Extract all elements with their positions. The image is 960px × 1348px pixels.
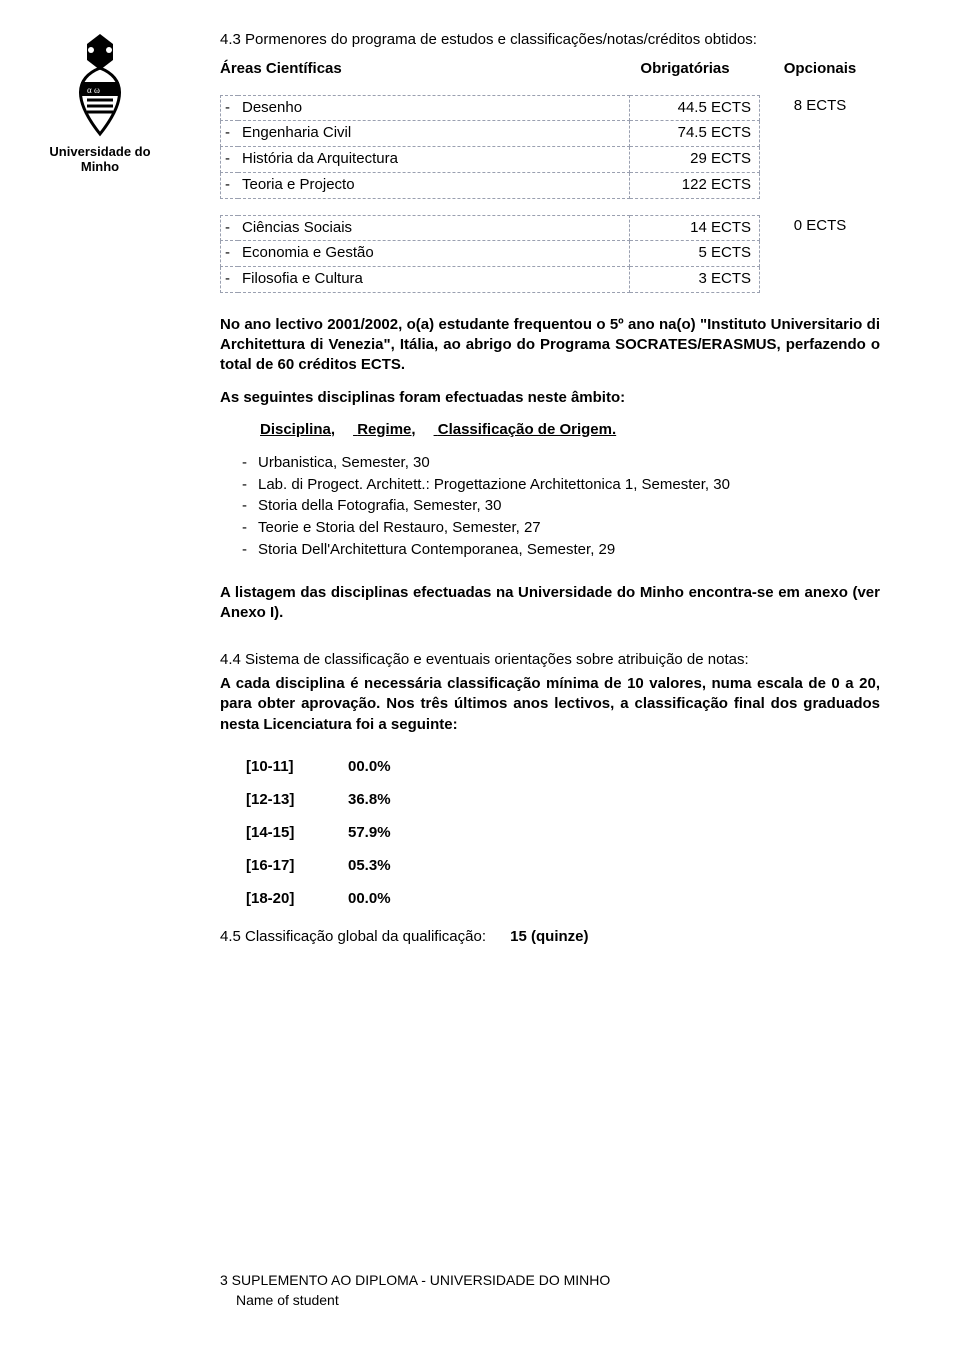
dash-cell: - — [221, 121, 239, 147]
disciplina-heading: Disciplina, Regime, Classificação de Ori… — [220, 418, 880, 442]
logo-label: Universidade do Minho — [30, 144, 170, 174]
table-row: [18-20]00.0% — [246, 883, 409, 914]
list-item: Teorie e Storia del Restauro, Semester, … — [242, 517, 880, 539]
page-content: 4.3 Pormenores do programa de estudos e … — [220, 30, 880, 945]
table-row: -Ciências Sociais14 ECTS — [221, 215, 760, 241]
ambito-intro: As seguintes disciplinas foram efectuada… — [220, 388, 880, 408]
ects-value-cell: 29 ECTS — [630, 147, 760, 173]
list-item: Lab. di Progect. Architett.: Progettazio… — [242, 474, 880, 496]
dash-cell: - — [221, 241, 239, 267]
grade-pct-cell: 57.9% — [348, 817, 409, 848]
area-name-cell: História da Arquitectura — [238, 147, 630, 173]
section-4-3-title: 4.3 Pormenores do programa de estudos e … — [220, 30, 880, 50]
ects-value-cell: 14 ECTS — [630, 215, 760, 241]
area-name-cell: Engenharia Civil — [238, 121, 630, 147]
table-row: [16-17]05.3% — [246, 850, 409, 881]
section-4-3-header: 4.3 Pormenores do programa de estudos e … — [220, 30, 880, 77]
ects-side-2: 0 ECTS — [760, 215, 880, 293]
table-row: -História da Arquitectura29 ECTS — [221, 147, 760, 173]
sec-4-5-label: 4.5 Classificação global da qualificação… — [220, 928, 486, 945]
dash-cell: - — [221, 267, 239, 293]
section-4-5: 4.5 Classificação global da qualificação… — [220, 928, 880, 945]
grade-range-cell: [14-15] — [246, 817, 346, 848]
disc-head-c: Classificação de Origem. — [438, 421, 616, 438]
area-name-cell: Filosofia e Cultura — [238, 267, 630, 293]
table-row: [14-15]57.9% — [246, 817, 409, 848]
grade-range-cell: [18-20] — [246, 883, 346, 914]
area-name-cell: Teoria e Projecto — [238, 172, 630, 198]
table-row: -Engenharia Civil74.5 ECTS — [221, 121, 760, 147]
dash-cell: - — [221, 147, 239, 173]
ects-value-cell: 5 ECTS — [630, 241, 760, 267]
dash-cell: - — [221, 95, 239, 121]
disc-head-a: Disciplina, — [260, 421, 335, 438]
table-row: -Economia e Gestão5 ECTS — [221, 241, 760, 267]
col-opcionais: Opcionais — [760, 60, 880, 77]
sec-4-5-value: 15 (quinze) — [510, 928, 588, 945]
grade-distribution-table: [10-11]00.0%[12-13]36.8%[14-15]57.9%[16-… — [244, 749, 411, 916]
ects-group-2: -Ciências Sociais14 ECTS-Economia e Gest… — [220, 215, 880, 293]
table-row: -Desenho44.5 ECTS — [221, 95, 760, 121]
dash-cell: - — [221, 215, 239, 241]
list-item: Urbanistica, Semester, 30 — [242, 452, 880, 474]
grade-range-cell: [10-11] — [246, 751, 346, 782]
page-footer: 3 SUPLEMENTO AO DIPLOMA - UNIVERSIDADE D… — [220, 1272, 610, 1308]
area-name-cell: Desenho — [238, 95, 630, 121]
col-obrigatorias: Obrigatórias — [610, 60, 760, 77]
table-row: [12-13]36.8% — [246, 784, 409, 815]
ects-value-cell: 3 ECTS — [630, 267, 760, 293]
ects-table-1: -Desenho44.5 ECTS-Engenharia Civil74.5 E… — [220, 95, 760, 199]
grade-pct-cell: 00.0% — [348, 751, 409, 782]
table-row: -Teoria e Projecto122 ECTS — [221, 172, 760, 198]
section-4-4: 4.4 Sistema de classificação e eventuais… — [220, 651, 880, 916]
grade-pct-cell: 00.0% — [348, 883, 409, 914]
erasmus-paragraph: No ano lectivo 2001/2002, o(a) estudante… — [220, 315, 880, 376]
svg-text:α ω: α ω — [87, 85, 100, 95]
ects-table-2: -Ciências Sociais14 ECTS-Economia e Gest… — [220, 215, 760, 293]
ects-group-1: -Desenho44.5 ECTS-Engenharia Civil74.5 E… — [220, 95, 880, 199]
sec-4-4-para: A cada disciplina é necessária classific… — [220, 674, 880, 735]
list-item: Storia della Fotografia, Semester, 30 — [242, 495, 880, 517]
area-name-cell: Economia e Gestão — [238, 241, 630, 267]
sec-4-4-lead: 4.4 Sistema de classificação e eventuais… — [220, 651, 880, 668]
footer-line-1: 3 SUPLEMENTO AO DIPLOMA - UNIVERSIDADE D… — [220, 1272, 610, 1288]
table-row: -Filosofia e Cultura3 ECTS — [221, 267, 760, 293]
ects-value-cell: 74.5 ECTS — [630, 121, 760, 147]
grade-range-cell: [12-13] — [246, 784, 346, 815]
crest-icon: α ω — [55, 30, 145, 140]
ects-value-cell: 122 ECTS — [630, 172, 760, 198]
areas-cientificas-label: Áreas Científicas — [220, 60, 610, 77]
university-logo: α ω Universidade do Minho — [30, 30, 170, 174]
ects-block: -Desenho44.5 ECTS-Engenharia Civil74.5 E… — [220, 95, 880, 293]
table-row: [10-11]00.0% — [246, 751, 409, 782]
dash-cell: - — [221, 172, 239, 198]
grade-pct-cell: 05.3% — [348, 850, 409, 881]
grade-pct-cell: 36.8% — [348, 784, 409, 815]
list-item: Storia Dell'Architettura Contemporanea, … — [242, 539, 880, 561]
footer-line-2: Name of student — [236, 1292, 610, 1308]
disc-head-b: Regime, — [357, 421, 415, 438]
ects-side-1: 8 ECTS — [760, 95, 880, 199]
disciplinas-list: Urbanistica, Semester, 30Lab. di Progect… — [242, 452, 880, 561]
grade-range-cell: [16-17] — [246, 850, 346, 881]
area-name-cell: Ciências Sociais — [238, 215, 630, 241]
anexo-paragraph: A listagem das disciplinas efectuadas na… — [220, 583, 880, 624]
ects-value-cell: 44.5 ECTS — [630, 95, 760, 121]
